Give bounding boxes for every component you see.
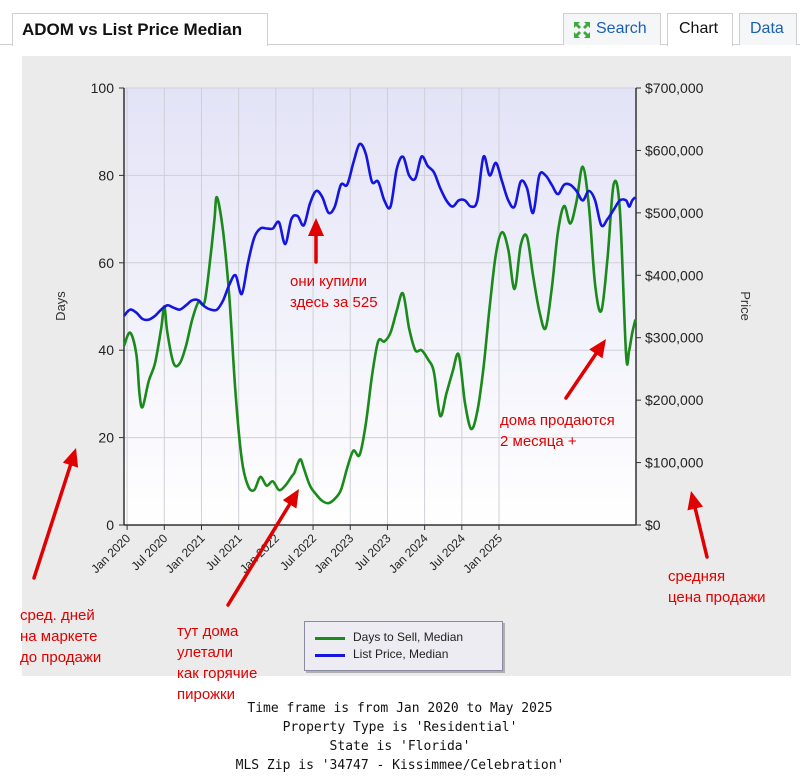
tab-search-label: Search [596, 20, 647, 37]
annotation-avg-price-line-2: цена продажи [668, 589, 766, 606]
tab-search[interactable]: Search [563, 13, 661, 45]
legend-swatch-days [315, 637, 345, 640]
annotation-hot-line-3: как горячие [177, 665, 258, 682]
arrow-bought [308, 218, 324, 264]
x-tick-label-0: Jan 2020 [88, 531, 133, 576]
arrow-selling-shaft [564, 352, 598, 400]
series-line-price [123, 142, 637, 322]
expand-arrows-icon [574, 22, 590, 38]
left-tick-label-5: 100 [91, 80, 115, 96]
right-tick-label-1: $100,000 [645, 455, 704, 471]
right-tick-label-4: $400,000 [645, 267, 704, 283]
tab-data-label: Data [750, 20, 784, 37]
arrow-hot-shaft [226, 502, 292, 607]
right-tick-label-7: $700,000 [645, 80, 704, 96]
arrow-hot-head [282, 489, 299, 509]
annotation-avg-days: сред. дней на маркете до продажи [20, 605, 101, 668]
arrow-avg-days-head [62, 448, 79, 468]
plot-area [124, 88, 636, 525]
annotation-selling-line-2: 2 месяца + [500, 433, 577, 450]
annotation-bought: они купили здесь за 525 [290, 271, 378, 313]
axes [119, 87, 641, 530]
arrow-avg-price-shaft [693, 506, 709, 559]
annotation-hot-line-4: пирожки [177, 686, 235, 703]
arrow-bought-head [308, 218, 324, 236]
annotation-bought-line-1: они купили [290, 273, 368, 290]
tab-data[interactable]: Data [739, 13, 797, 45]
left-tick-label-0: 0 [106, 517, 114, 533]
annotation-avg-price-line-1: средняя [668, 568, 726, 585]
arrow-hot [226, 489, 299, 607]
annotation-hot-line-2: улетали [177, 644, 233, 661]
annotation-avg-price: средняя цена продажи [668, 566, 766, 608]
tab-chart[interactable]: Chart [667, 13, 733, 46]
footer-line-property-type: Property Type is 'Residential' [282, 720, 518, 735]
title-bar [0, 0, 800, 45]
right-tick-label-0: $0 [645, 517, 661, 533]
chart-title: ADOM vs List Price Median [22, 20, 243, 39]
annotation-selling-line-1: дома продаются [500, 412, 615, 429]
left-tick-label-1: 20 [98, 430, 114, 446]
grid [124, 87, 636, 526]
right-tick-label-6: $600,000 [645, 142, 704, 158]
arrow-selling-head [589, 339, 606, 359]
annotation-avg-days-line-1: сред. дней [20, 607, 95, 624]
annotation-arrows [32, 218, 709, 607]
x-tick-label-2: Jan 2021 [163, 531, 208, 576]
x-tick-label-8: Jan 2024 [386, 531, 431, 576]
arrow-avg-price [687, 491, 709, 559]
annotation-hot-line-1: тут дома [177, 623, 239, 640]
footer-line-timeframe: Time frame is from Jan 2020 to May 2025 [247, 701, 553, 716]
arrow-avg-days-shaft [32, 463, 73, 580]
left-tick-label-3: 60 [98, 255, 114, 271]
right-tick-label-5: $500,000 [645, 205, 704, 221]
annotation-hot: тут дома улетали как горячие пирожки [177, 621, 257, 705]
legend-label-price: List Price, Median [353, 647, 449, 661]
right-tick-label-3: $300,000 [645, 330, 704, 346]
annotation-bought-line-2: здесь за 525 [290, 294, 378, 311]
x-tick-label-10: Jan 2025 [460, 531, 505, 576]
footer-line-state: State is 'Florida' [329, 739, 471, 754]
arrow-avg-price-head [687, 491, 704, 511]
tab-chart-label: Chart [679, 20, 719, 37]
left-axis-label: Days [53, 291, 68, 321]
arrow-selling [564, 339, 606, 400]
annotation-avg-days-line-3: до продажи [20, 649, 102, 666]
left-tick-label-4: 80 [98, 167, 114, 183]
left-tick-label-2: 40 [98, 342, 114, 358]
right-tick-label-2: $200,000 [645, 392, 704, 408]
series-line-days [122, 165, 637, 505]
legend-swatch-price [315, 654, 345, 657]
footer-line-mls-zip: MLS Zip is '34747 - Kissimmee/Celebratio… [235, 758, 565, 773]
annotation-selling: дома продаются 2 месяца + [500, 410, 615, 452]
legend-label-days: Days to Sell, Median [353, 630, 464, 644]
annotation-avg-days-line-2: на маркете [20, 628, 98, 645]
chart-title-tab: ADOM vs List Price Median [12, 13, 268, 46]
right-axis-label: Price [738, 291, 753, 321]
x-tick-label-6: Jan 2023 [312, 531, 357, 576]
series-lines [122, 142, 637, 505]
arrow-avg-days [32, 448, 79, 580]
legend: Days to Sell, Median List Price, Median [304, 621, 503, 671]
